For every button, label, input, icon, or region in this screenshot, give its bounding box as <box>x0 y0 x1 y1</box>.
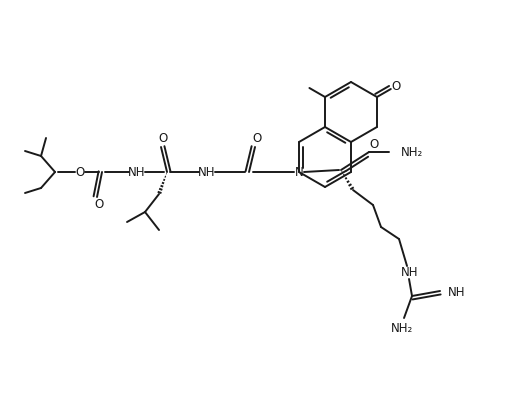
Text: NH: NH <box>198 166 216 178</box>
Text: O: O <box>158 132 168 146</box>
Text: NH₂: NH₂ <box>391 322 413 334</box>
Text: NH: NH <box>401 267 419 279</box>
Text: O: O <box>391 79 401 93</box>
Text: NH: NH <box>128 166 146 178</box>
Text: O: O <box>252 132 262 146</box>
Text: N: N <box>295 166 304 178</box>
Text: O: O <box>95 198 104 211</box>
Text: NH: NH <box>448 286 466 300</box>
Text: NH₂: NH₂ <box>401 146 423 158</box>
Text: O: O <box>76 166 85 178</box>
Text: O: O <box>369 138 379 150</box>
